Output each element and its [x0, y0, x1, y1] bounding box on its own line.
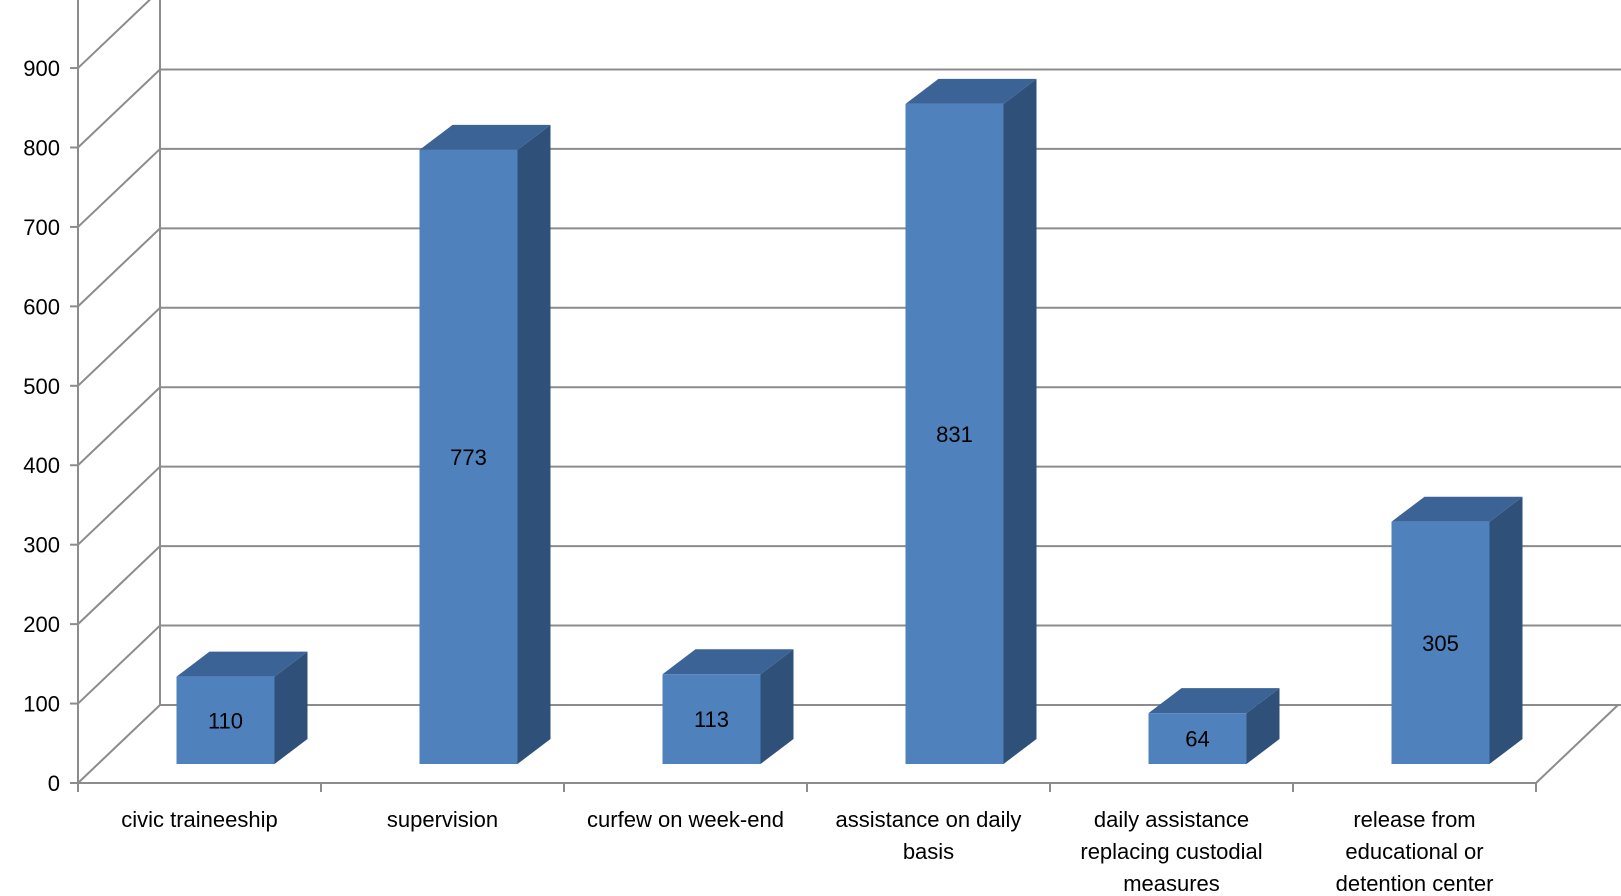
data-label: 831 — [936, 422, 973, 447]
y-tick-label: 700 — [23, 215, 60, 240]
bar-side — [274, 651, 308, 764]
bar — [1148, 688, 1280, 764]
bar — [1391, 496, 1523, 764]
bars — [176, 78, 1523, 765]
side-grid-line — [77, 0, 151, 69]
bar — [662, 649, 794, 764]
bar-front — [1148, 713, 1247, 764]
x-tick-label: curfew on week-end — [587, 807, 784, 832]
y-tick-label: 500 — [23, 374, 60, 399]
bar — [905, 78, 1037, 765]
bar-side — [1246, 688, 1280, 764]
bar-top — [1391, 496, 1523, 522]
y-tick-label: 400 — [23, 453, 60, 478]
side-grid-line — [77, 704, 161, 784]
bar-front — [419, 149, 518, 764]
bar-front — [905, 103, 1004, 765]
data-label: 773 — [450, 445, 487, 470]
y-tick-label: 600 — [23, 294, 60, 319]
side-grid-line — [77, 386, 161, 466]
bar-front — [1391, 521, 1490, 764]
x-tick-label: supervision — [387, 807, 498, 832]
y-tick-label: 900 — [23, 56, 60, 81]
y-tick-label: 200 — [23, 612, 60, 637]
bar-top — [662, 649, 794, 675]
y-tick-label: 100 — [23, 692, 60, 717]
bar-front — [176, 676, 275, 764]
side-grid-line — [77, 227, 161, 308]
data-label: 113 — [694, 707, 729, 732]
x-tick-label: release from educational or detention cent… — [1336, 807, 1494, 896]
y-tick-label: 0 — [48, 771, 60, 796]
side-grid-line — [77, 148, 161, 228]
bar-top — [1148, 688, 1280, 714]
floor-right-edge — [1535, 704, 1619, 784]
bar-side — [1003, 78, 1037, 765]
y-tick-label: 300 — [23, 533, 60, 558]
side-grid-line — [77, 68, 161, 149]
side-grid-line — [77, 465, 161, 546]
data-label: 305 — [1422, 631, 1459, 656]
x-tick-label: civic traineeship — [121, 807, 278, 832]
bar — [419, 124, 551, 764]
side-grid-line — [77, 307, 161, 387]
bar-side — [517, 124, 551, 764]
data-label: 64 — [1185, 727, 1209, 752]
bar-top — [905, 78, 1037, 104]
x-tick-label: daily assistance replacing custodial measu… — [1080, 807, 1262, 896]
bar-top — [176, 651, 308, 677]
data-label: 110 — [208, 708, 243, 733]
bar-side — [760, 649, 794, 764]
bar — [176, 651, 308, 764]
x-tick-label: assistance on daily basis — [836, 807, 1022, 864]
axes — [70, 0, 1619, 792]
bar-side — [1489, 496, 1523, 764]
bar-front — [662, 674, 761, 764]
side-grid-line — [77, 624, 161, 705]
bar-top — [419, 124, 551, 150]
gridlines — [77, 0, 1621, 784]
side-grid-line — [77, 545, 161, 625]
y-tick-label: 800 — [23, 135, 60, 160]
labels: 0 100 200 300 400 500 600 700 800 900 110 773 113 831… — [23, 56, 1493, 896]
